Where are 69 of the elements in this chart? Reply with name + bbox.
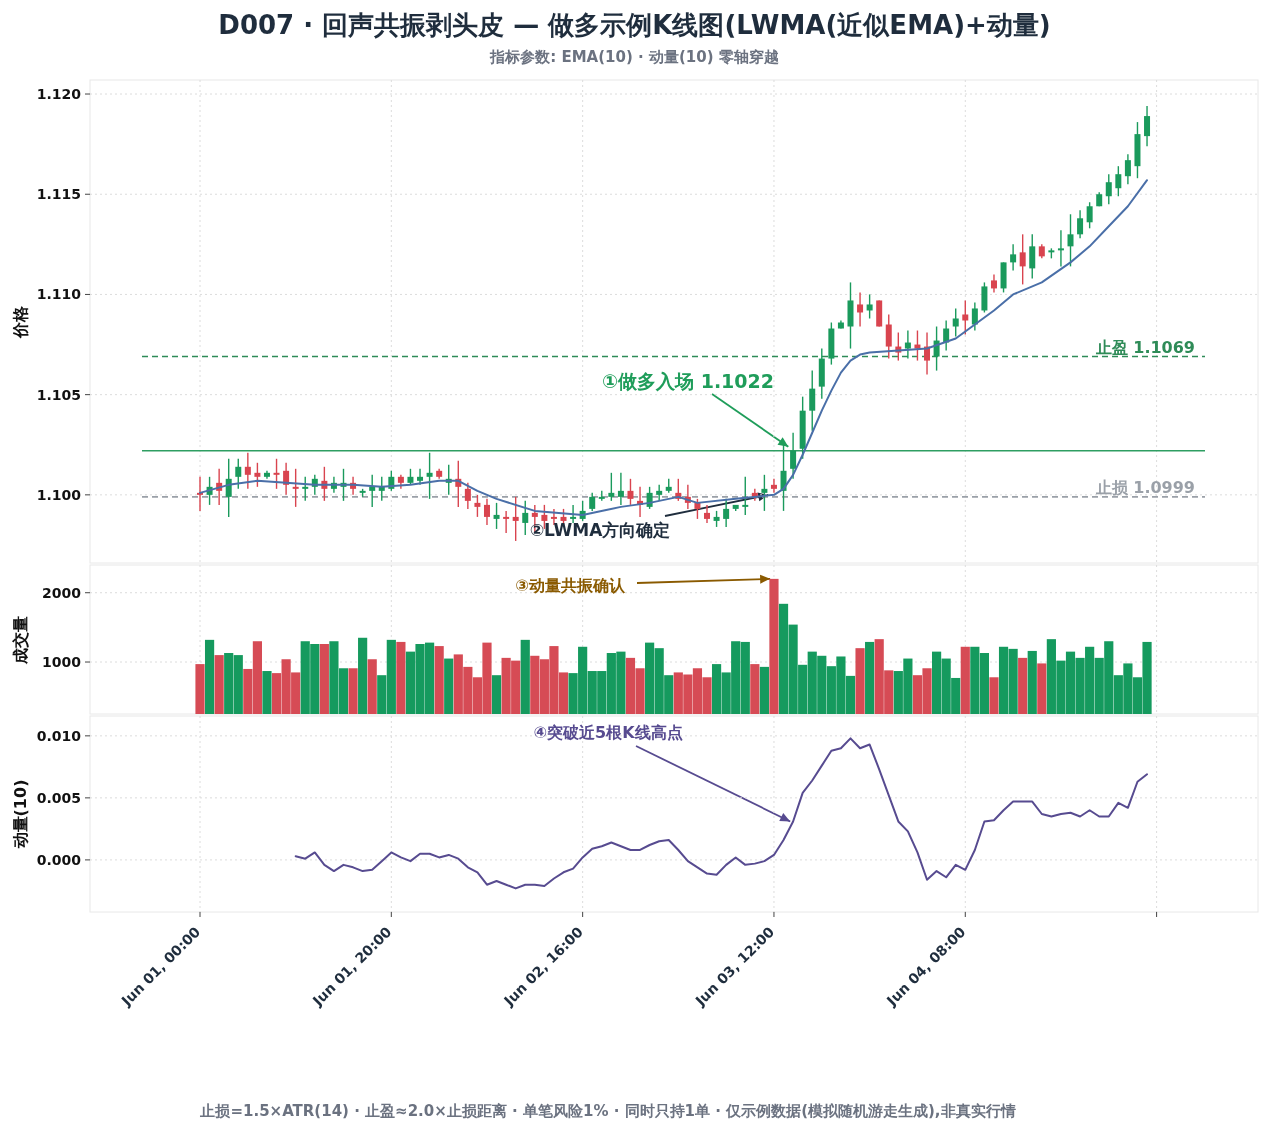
candlestick <box>1077 209 1084 240</box>
y-tick-label: 0.010 <box>36 727 82 744</box>
ref-line-label: 止盈 1.1069 <box>1094 337 1195 357</box>
candlestick <box>866 293 873 320</box>
annotation: ②LWMA方向确定 <box>529 520 671 540</box>
candlestick <box>1067 213 1074 268</box>
candlestick <box>235 458 242 490</box>
candlestick <box>522 500 529 536</box>
candlestick <box>417 468 424 486</box>
candlestick <box>1019 233 1026 286</box>
candlestick <box>857 291 864 328</box>
candlestick <box>952 307 959 338</box>
y-axis-title: 动量(10) <box>11 779 30 850</box>
candlestick <box>512 496 519 542</box>
y-tick-label: 1.105 <box>36 386 81 403</box>
candlestick <box>1029 233 1036 280</box>
candlestick <box>1086 201 1093 230</box>
candlestick <box>292 468 299 508</box>
annotation: ④突破近5根K线高点 <box>533 723 683 742</box>
candlestick <box>570 504 577 524</box>
candlestick <box>302 476 309 502</box>
candlestick <box>809 369 816 432</box>
candlestick <box>990 273 997 294</box>
candlestick <box>1105 173 1112 205</box>
y-axis-title: 成交量 <box>11 615 30 665</box>
candlestick <box>474 494 481 518</box>
candlestick <box>704 504 710 524</box>
candlestick <box>589 492 596 512</box>
candlestick <box>904 329 911 360</box>
candlestick <box>742 476 749 516</box>
candlestick <box>885 313 892 360</box>
annotation: ①做多入场 1.1022 <box>601 370 775 392</box>
y-tick-label: 1.115 <box>36 186 81 203</box>
candlestick <box>656 484 663 502</box>
candlestick <box>369 474 376 508</box>
candlestick <box>483 498 490 526</box>
y-tick-label: 1.120 <box>36 86 82 103</box>
candlestick <box>426 452 433 500</box>
candlestick <box>1115 165 1122 197</box>
candlestick <box>1144 105 1151 147</box>
candlestick <box>770 478 777 494</box>
candlestick <box>627 478 634 506</box>
candlestick <box>962 299 969 336</box>
text: 止损=1.5×ATR(14) · 止盈≈2.0×止损距离 · 单笔风险1% · 同时只持1单 · 仅示例数据(模拟随机游走生成),非真实行情 <box>199 1102 1016 1120</box>
candlestick <box>790 432 797 480</box>
y-tick-label: 0.000 <box>36 851 82 868</box>
candlestick <box>971 301 978 332</box>
chart-title: D007 · 回声共振剥头皮 — 做多示例K线图(LWMA(近似EMA)+动量) <box>218 10 1051 40</box>
candlestick <box>723 498 730 528</box>
y-axis-title: 价格 <box>11 304 30 339</box>
y-tick-label: 1.110 <box>36 286 82 303</box>
candlestick <box>1124 153 1131 185</box>
candlestick <box>493 502 500 530</box>
ref-line-label: 止损 1.0999 <box>1094 477 1195 497</box>
candlestick <box>617 472 624 506</box>
candlestick <box>464 482 471 510</box>
candlestick <box>503 510 510 534</box>
y-tick-label: 1.100 <box>36 486 82 503</box>
candlestick <box>1057 229 1064 268</box>
y-tick-label: 2000 <box>42 584 82 601</box>
y-tick-label: 1000 <box>42 654 82 671</box>
candlestick <box>608 472 615 502</box>
y-tick-label: 0.005 <box>36 789 81 806</box>
chart-subtitle: 指标参数: EMA(10) · 动量(10) 零轴穿越 <box>489 48 779 66</box>
candlestick <box>1010 243 1017 272</box>
candlestick <box>254 462 261 488</box>
candlestick <box>273 458 280 490</box>
candlestick <box>244 452 251 490</box>
annotation: ③动量共振确认 <box>515 576 626 595</box>
